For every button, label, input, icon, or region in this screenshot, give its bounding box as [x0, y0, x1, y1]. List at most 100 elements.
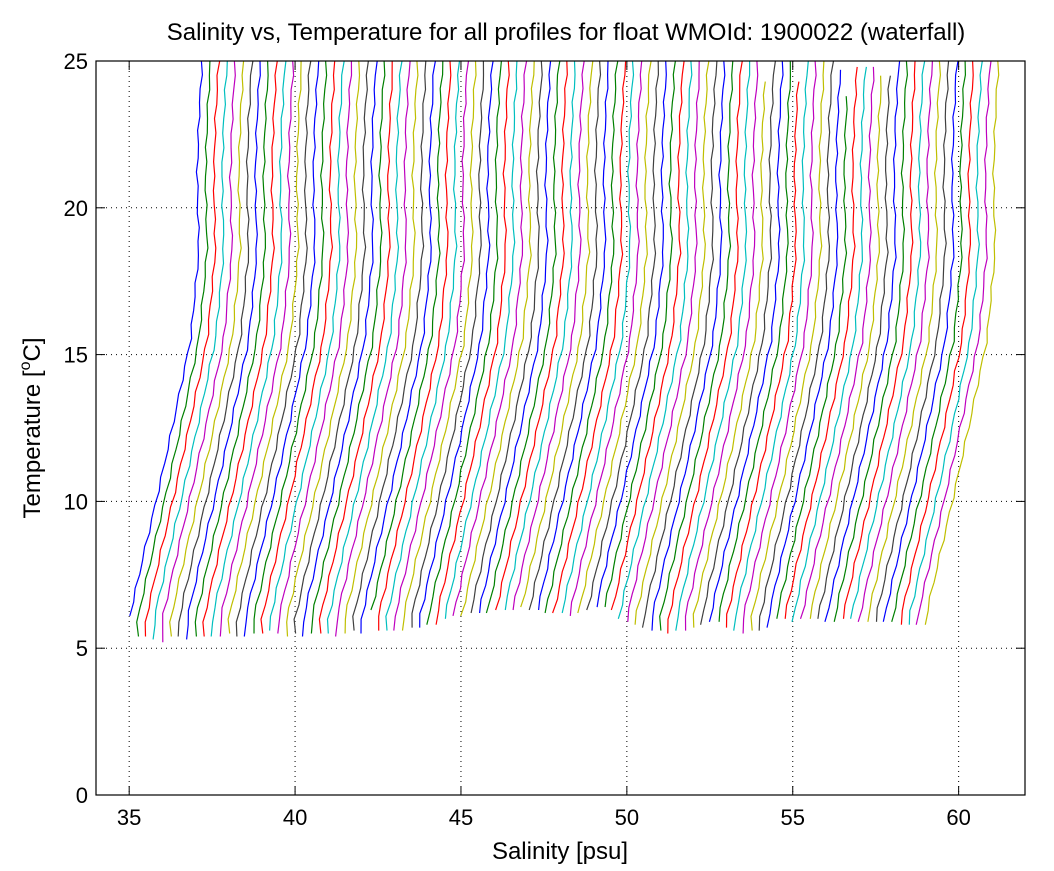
profile-line [352, 60, 427, 631]
profile-line [561, 60, 635, 614]
profile-line [269, 60, 345, 631]
profile-line [129, 60, 204, 617]
profile-line [378, 60, 452, 631]
y-tick-label: 10 [64, 489, 88, 514]
profile-line [335, 60, 411, 637]
profile-line [520, 60, 594, 608]
profile-line [784, 66, 858, 619]
profile-line [857, 60, 933, 622]
profile-line [162, 60, 236, 643]
profile-line [634, 60, 710, 625]
y-tick-label: 0 [76, 783, 88, 808]
profile-line [452, 60, 528, 617]
profile-line [915, 60, 992, 625]
profile-line [504, 60, 576, 611]
profile-line [460, 60, 535, 617]
profile-line [552, 60, 627, 614]
profile-line [470, 60, 543, 614]
profile-line [684, 60, 759, 631]
axis-ticks: 35 40 45 50 55 60 0 5 10 15 20 25 [64, 49, 1025, 830]
x-tick-label: 60 [946, 805, 970, 830]
profile-line [675, 61, 751, 631]
profile-line [385, 60, 461, 631]
profile-line [586, 60, 660, 611]
y-axis-label-unit: C] [19, 338, 46, 362]
y-axis-label-superscript: o [17, 361, 34, 370]
x-tick-label: 40 [283, 805, 307, 830]
profile-line [426, 60, 502, 625]
profile-line [235, 60, 312, 637]
y-tick-label: 25 [64, 49, 88, 74]
x-tick-label: 35 [117, 805, 141, 830]
profile-line [641, 60, 718, 628]
profile-line [194, 60, 269, 637]
profile-line [809, 75, 882, 619]
profile-line [833, 60, 909, 622]
profile-lines [129, 60, 1000, 643]
profile-line [908, 60, 983, 625]
profile-line [867, 60, 942, 622]
profile-line [667, 60, 743, 634]
profile-line [617, 60, 693, 619]
profile-line [799, 66, 875, 619]
profile-line [360, 60, 436, 634]
x-tick-label: 55 [781, 805, 805, 830]
y-tick-label: 5 [76, 636, 88, 661]
profile-line [144, 60, 221, 637]
profile-line [479, 60, 552, 614]
profile-line [891, 60, 967, 622]
profile-line [596, 60, 667, 608]
x-tick-label: 50 [615, 805, 639, 830]
y-axis-label-main: Temperature [ [19, 370, 46, 518]
profile-line [824, 60, 901, 622]
profile-line [186, 60, 261, 640]
profile-line [177, 60, 254, 637]
profile-line [766, 69, 842, 628]
y-tick-label: 20 [64, 196, 88, 221]
profile-line [444, 60, 518, 619]
profile-line [850, 60, 926, 619]
x-axis-label: Salinity [psu] [492, 838, 628, 865]
profile-line [742, 60, 817, 634]
profile-line [512, 60, 585, 611]
profile-line [776, 96, 848, 619]
profile-line [419, 60, 494, 628]
y-tick-label: 15 [64, 343, 88, 368]
profile-line [152, 60, 228, 640]
y-axis-label: Temperature [oC] [17, 338, 46, 519]
profile-line [253, 60, 328, 634]
profile-line [604, 60, 676, 608]
profile-line [202, 60, 278, 637]
x-tick-label: 45 [449, 805, 473, 830]
profile-line [708, 60, 784, 622]
profile-line [882, 60, 959, 622]
profile-line [692, 81, 766, 628]
profile-line [277, 60, 353, 634]
profile-line [544, 60, 619, 614]
profile-line [791, 66, 867, 622]
profile-line [758, 60, 835, 631]
profile-line [651, 60, 726, 631]
profile-line [286, 60, 361, 637]
profile-line [875, 60, 950, 622]
profile-line [528, 60, 602, 611]
profile-line [577, 60, 652, 614]
profile-line [326, 60, 403, 634]
profile-line [495, 60, 568, 611]
profile-line [227, 60, 302, 634]
profile-line [842, 60, 916, 619]
profile-line [219, 60, 295, 637]
profile-line [243, 60, 320, 637]
plot-frame [95, 60, 1026, 796]
profile-line [210, 60, 287, 637]
chart-title: Salinity vs, Temperature for all profile… [167, 19, 966, 46]
profile-line [435, 60, 510, 625]
profile-line [318, 60, 393, 634]
profile-line [136, 60, 211, 637]
profile-line [344, 60, 419, 634]
profile-line [569, 60, 643, 616]
profile-line [718, 60, 792, 622]
profile-line [750, 60, 825, 631]
